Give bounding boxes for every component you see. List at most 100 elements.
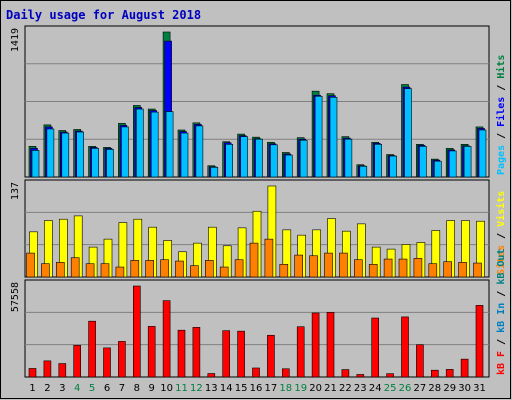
day-label: 13: [205, 383, 218, 394]
day-label: 27: [414, 383, 427, 394]
bar-kb-f: [460, 358, 469, 378]
max-value-label: 57558: [10, 282, 21, 312]
bar-sites: [41, 263, 50, 278]
series-legend: kB F / kB In / kB Out: [496, 249, 507, 375]
bar-kb-f: [133, 285, 141, 378]
legend-entry: kB Out: [496, 249, 507, 285]
bar-sites: [160, 259, 169, 278]
bar-kb-f: [416, 344, 424, 378]
day-label: 19: [294, 383, 307, 394]
day-label: 9: [149, 383, 155, 394]
bar-pages: [91, 148, 99, 178]
bar-pages: [314, 95, 323, 178]
bar-sites: [264, 238, 274, 278]
bar-kb-f: [430, 369, 439, 378]
legend-separator: /: [496, 285, 507, 303]
day-label: 10: [160, 383, 173, 394]
bar-kb-f: [222, 330, 230, 378]
bar-kb-f: [326, 312, 335, 378]
bar-sites: [339, 252, 348, 278]
day-label: 1: [29, 383, 35, 394]
bar-sites: [309, 255, 318, 278]
panel-kbytes: 57558 kB F / kB In / kB Out: [10, 249, 507, 378]
day-label: 11: [175, 383, 188, 394]
bar-pages: [419, 146, 427, 178]
bar-pages: [433, 160, 442, 178]
bar-sites: [383, 258, 393, 278]
bar-pages: [150, 111, 159, 178]
bar-kb-f: [28, 368, 37, 378]
bar-sites: [130, 260, 140, 278]
bar-sites: [205, 260, 214, 278]
max-value-label: 137: [10, 182, 21, 200]
day-label: 24: [369, 383, 382, 394]
bar-kb-f: [371, 317, 380, 378]
panels-group: 1419 Pages / Files / Hits 137 Sites / Visit…: [10, 25, 507, 378]
legend-entry: Sites: [495, 245, 507, 275]
bar-kb-f: [296, 326, 305, 378]
bar-sites: [368, 264, 378, 278]
day-label: 25: [384, 383, 397, 394]
day-label: 8: [134, 383, 140, 394]
bar-pages: [463, 146, 472, 178]
bar-pages: [284, 154, 293, 178]
chart-title: Daily usage for August 2018: [6, 8, 201, 22]
bar-pages: [76, 131, 84, 178]
bar-sites: [249, 242, 259, 278]
bar-pages: [299, 139, 308, 178]
max-value-label: 1419: [10, 28, 21, 52]
series-legend: Sites / Visits: [495, 191, 507, 275]
bar-sites: [115, 266, 125, 278]
bar-sites: [458, 262, 467, 278]
bar-sites: [55, 262, 65, 278]
bar-pages: [240, 136, 248, 178]
day-label: 30: [458, 383, 471, 394]
bar-pages: [210, 166, 219, 178]
bar-sites: [413, 258, 423, 278]
bar-kb-f: [118, 341, 126, 378]
bar-kb-f: [237, 330, 245, 378]
legend-separator: /: [496, 127, 507, 145]
bar-sites: [26, 252, 35, 278]
series-legend: Pages / Files / Hits: [495, 55, 507, 175]
bar-pages: [344, 138, 353, 178]
legend-separator: /: [496, 227, 507, 245]
day-label: 17: [265, 383, 278, 394]
bar-pages: [61, 132, 70, 178]
bar-sites: [234, 259, 244, 278]
bar-kb-f: [147, 326, 156, 378]
day-label: 20: [309, 383, 322, 394]
day-label: 14: [220, 383, 233, 394]
bar-kb-f: [311, 312, 320, 378]
day-label: 26: [399, 383, 412, 394]
bar-sites: [398, 258, 408, 278]
legend-separator: /: [496, 79, 507, 97]
bar-pages: [270, 144, 278, 178]
day-label: 12: [190, 383, 203, 394]
day-label: 29: [443, 383, 456, 394]
legend-entry: Hits: [495, 55, 507, 79]
bar-kb-f: [162, 300, 171, 378]
bar-pages: [121, 126, 129, 178]
day-label: 7: [119, 383, 125, 394]
bar-sites: [70, 257, 80, 278]
day-label: 21: [324, 383, 337, 394]
day-label: 5: [89, 383, 95, 394]
bar-pages: [359, 165, 368, 178]
bar-pages: [180, 132, 189, 178]
bar-pages: [478, 129, 487, 178]
bar-kb-f: [475, 305, 484, 378]
day-label: 3: [59, 383, 65, 394]
bar-pages: [255, 138, 263, 178]
day-label: 31: [473, 383, 486, 394]
bar-sites: [175, 260, 184, 278]
panel-traffic: 1419 Pages / Files / Hits: [10, 25, 507, 178]
bar-kb-f: [281, 368, 290, 378]
bar-sites: [219, 266, 229, 278]
day-label: 2: [44, 383, 50, 394]
bar-kb-f: [73, 345, 81, 378]
bar-kb-f: [401, 316, 409, 378]
bar-sites: [100, 263, 110, 278]
